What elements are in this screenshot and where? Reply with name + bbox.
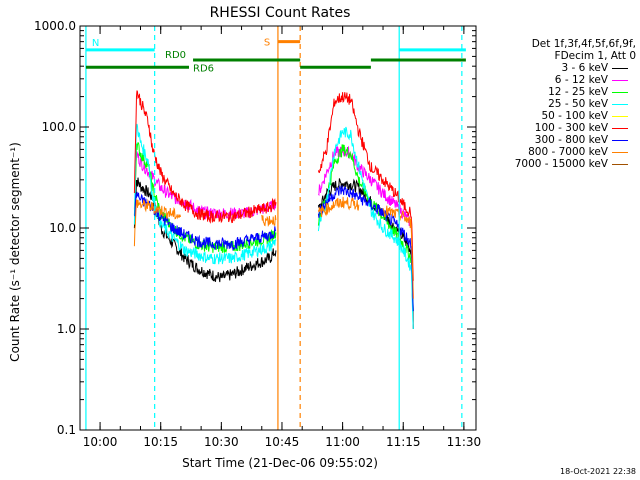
legend-item: 25 - 50 keV (478, 98, 636, 110)
series-line-5-1 (317, 92, 414, 281)
legend-swatch (612, 140, 628, 141)
legend-item: 12 - 25 keV (478, 86, 636, 98)
y-tick-label: 10.0 (49, 221, 76, 235)
y-tick-label: 1000.0 (34, 19, 76, 33)
legend-rows: 3 - 6 keV 6 - 12 keV 12 - 25 keV 25 - 50 ke… (478, 62, 636, 170)
x-tick-label: 10:00 (83, 435, 118, 449)
series-line-3-1 (317, 126, 414, 330)
x-tick-label: 10:15 (143, 435, 178, 449)
x-tick-label: 10:30 (204, 435, 239, 449)
flag-label-s: S (264, 38, 270, 49)
legend-swatch (612, 92, 628, 93)
legend-item-label: 12 - 25 keV (548, 86, 608, 98)
legend-item-label: 3 - 6 keV (561, 62, 608, 74)
chart-title: RHESSI Count Rates (210, 5, 351, 21)
flag-label-n: N (92, 38, 99, 49)
series-line-0-1 (317, 178, 414, 330)
series-line-5-0 (133, 90, 277, 224)
legend-swatch (612, 152, 628, 153)
legend-swatch (612, 164, 628, 165)
data-layer (133, 90, 414, 330)
series-line-6-1 (317, 185, 414, 312)
legend-item-label: 7000 - 15000 keV (514, 158, 608, 170)
legend-item: 7000 - 15000 keV (478, 158, 636, 170)
legend-swatch (612, 116, 628, 117)
legend-swatch (612, 68, 628, 69)
series-line-7-0 (133, 198, 181, 247)
chart-legend: Det 1f,3f,4f,5f,6f,9f, FDecim 1, Att 0 3… (478, 38, 636, 170)
legend-item-label: 25 - 50 keV (548, 98, 608, 110)
x-tick-label: 11:00 (325, 435, 360, 449)
series-line-7-2 (261, 214, 277, 227)
x-tick-label: 11:15 (386, 435, 421, 449)
x-tick-label: 11:30 (447, 435, 482, 449)
legend-item: 3 - 6 keV (478, 62, 636, 74)
legend-header-line-2: FDecim 1, Att 0 (554, 50, 636, 62)
flag-label-rd0: RD0 (165, 50, 186, 61)
legend-item: 50 - 100 keV (478, 110, 636, 122)
legend-item: 6 - 12 keV (478, 74, 636, 86)
legend-swatch (612, 104, 628, 105)
legend-item: 100 - 300 keV (478, 122, 636, 134)
legend-item-label: 6 - 12 keV (554, 74, 608, 86)
series-line-7-4 (382, 205, 414, 299)
legend-item-label: 300 - 800 keV (534, 134, 608, 146)
legend-item-label: 50 - 100 keV (541, 110, 608, 122)
legend-header-line-1: Det 1f,3f,4f,5f,6f,9f, (531, 38, 636, 50)
legend-swatch (612, 80, 628, 81)
series-line-2-1 (317, 144, 414, 312)
flag-label-rd6: RD6 (193, 63, 214, 74)
y-tick-label: 100.0 (42, 120, 76, 134)
y-tick-label: 0.1 (57, 423, 76, 437)
axes-layer: N S RD0 RD6 0.1 1.0 10.0 100.0 1000.0 10:00 10:15 1… (34, 19, 481, 449)
legend-swatch (612, 128, 628, 129)
generation-timestamp: 18-Oct-2021 22:38 (560, 467, 636, 476)
legend-item: 300 - 800 keV (478, 134, 636, 146)
series-line-7-3 (317, 196, 360, 218)
legend-item-label: 100 - 300 keV (534, 122, 608, 134)
legend-item: 800 - 7000 keV (478, 146, 636, 158)
y-tick-label: 1.0 (57, 322, 76, 336)
x-tick-label: 10:45 (265, 435, 300, 449)
legend-item-label: 800 - 7000 keV (528, 146, 608, 158)
y-axis-label: Count Rate (s⁻¹ detector segment⁻¹) (8, 142, 22, 362)
x-axis-label: Start Time (21-Dec-06 09:55:02) (182, 456, 378, 470)
